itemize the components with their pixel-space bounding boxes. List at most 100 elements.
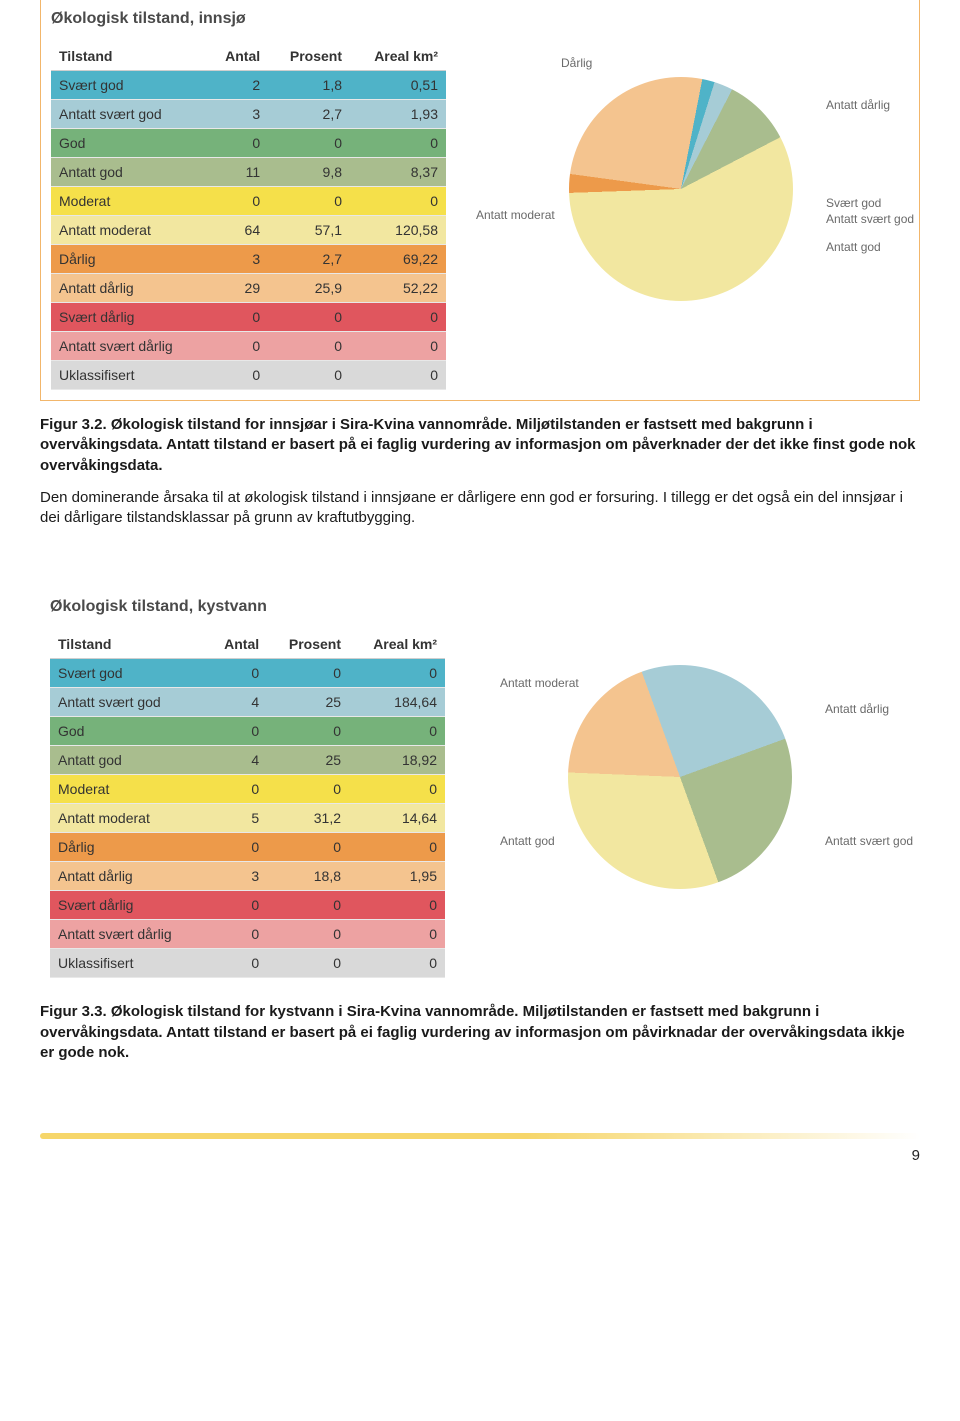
cell-areal: 0 [349,717,445,746]
figure-caption-3-3: Figur 3.3. Økologisk tilstand for kystva… [40,1002,920,1063]
pie-label: Antatt god [826,240,881,254]
pie-label: Antatt dårlig [825,702,889,716]
cell-antal: 0 [206,949,267,978]
pie-label: Antatt svært god [825,834,913,848]
cell-antal: 5 [206,804,267,833]
cell-antal: 4 [206,746,267,775]
cell-antal: 0 [207,187,268,216]
panel-title-kystvann: Økologisk tilstand, kystvann [50,598,910,616]
table-row: Dårlig32,769,22 [51,245,446,274]
cell-antal: 64 [207,216,268,245]
cell-label: Antatt moderat [51,216,207,245]
cell-prosent: 0 [267,891,349,920]
cell-label: Dårlig [50,833,206,862]
table-row: Svært dårlig000 [51,303,446,332]
cell-prosent: 25,9 [268,274,350,303]
cell-label: Antatt dårlig [51,274,207,303]
cell-prosent: 2,7 [268,100,350,129]
table-row: Dårlig000 [50,833,445,862]
cell-antal: 0 [207,361,268,390]
col-antal: Antal [207,42,268,71]
cell-label: Dårlig [51,245,207,274]
cell-prosent: 9,8 [268,158,350,187]
cell-antal: 0 [207,303,268,332]
cell-antal: 3 [206,862,267,891]
table-row: Uklassifisert000 [50,949,445,978]
cell-antal: 0 [206,659,267,688]
cell-areal: 0 [350,361,446,390]
cell-label: Antatt svært dårlig [51,332,207,361]
cell-antal: 0 [206,833,267,862]
footer-strip [40,1133,920,1139]
cell-label: Antatt moderat [50,804,206,833]
table-header-row: Tilstand Antal Prosent Areal km² [51,42,446,71]
cell-label: Uklassifisert [50,949,206,978]
cell-areal: 0 [350,129,446,158]
cell-prosent: 57,1 [268,216,350,245]
pie-label: Dårlig [561,56,592,70]
table-row: Antatt dårlig318,81,95 [50,862,445,891]
cell-label: God [51,129,207,158]
col-areal: Areal km² [350,42,446,71]
cell-areal: 0,51 [350,71,446,100]
cell-label: Uklassifisert [51,361,207,390]
table-row: Svært dårlig000 [50,891,445,920]
cell-label: Svært god [50,659,206,688]
table-row: Svært god21,80,51 [51,71,446,100]
col-antal: Antal [206,630,267,659]
cell-antal: 0 [206,891,267,920]
pie-label: Antatt dårlig [826,98,890,112]
cell-antal: 0 [207,129,268,158]
cell-areal: 0 [350,332,446,361]
cell-areal: 69,22 [350,245,446,274]
cell-label: Svært dårlig [51,303,207,332]
panel-kystvann: Økologisk tilstand, kystvann Tilstand An… [40,588,920,988]
cell-antal: 0 [207,332,268,361]
table-row: Antatt svært god32,71,93 [51,100,446,129]
pie-label: Antatt god [500,834,555,848]
cell-areal: 52,22 [350,274,446,303]
cell-label: Antatt svært dårlig [50,920,206,949]
cell-label: Antatt dårlig [50,862,206,891]
page-number: 9 [40,1147,920,1164]
cell-areal: 0 [349,775,445,804]
pie-label: Antatt svært god [826,212,914,226]
cell-prosent: 18,8 [267,862,349,891]
cell-areal: 1,93 [350,100,446,129]
table-row: Moderat000 [51,187,446,216]
cell-prosent: 0 [268,303,350,332]
cell-label: God [50,717,206,746]
col-areal: Areal km² [349,630,445,659]
cell-antal: 0 [206,717,267,746]
table-row: Antatt dårlig2925,952,22 [51,274,446,303]
cell-label: Antatt svært god [50,688,206,717]
cell-prosent: 0 [268,361,350,390]
table-row: Antatt moderat6457,1120,58 [51,216,446,245]
cell-antal: 0 [206,920,267,949]
cell-areal: 0 [349,833,445,862]
cell-areal: 0 [349,891,445,920]
cell-prosent: 2,7 [268,245,350,274]
cell-label: Moderat [50,775,206,804]
table-row: Antatt god42518,92 [50,746,445,775]
table-row: Uklassifisert000 [51,361,446,390]
cell-areal: 0 [350,303,446,332]
cell-prosent: 0 [267,775,349,804]
panel-title-innsjo: Økologisk tilstand, innsjø [51,10,909,28]
table-innsjo: Tilstand Antal Prosent Areal km² Svært g… [51,42,446,390]
cell-antal: 3 [207,245,268,274]
cell-prosent: 0 [267,949,349,978]
table-row: Antatt svært god425184,64 [50,688,445,717]
cell-antal: 29 [207,274,268,303]
table-row: Antatt god119,88,37 [51,158,446,187]
col-prosent: Prosent [268,42,350,71]
table-row: Antatt svært dårlig000 [51,332,446,361]
col-tilstand: Tilstand [50,630,206,659]
piechart-kystvann: Antatt moderatAntatt dårligAntatt godAnt… [475,644,905,924]
cell-prosent: 0 [267,833,349,862]
cell-areal: 18,92 [349,746,445,775]
table-row: God000 [50,717,445,746]
pie-label: Antatt moderat [500,676,579,690]
cell-antal: 2 [207,71,268,100]
cell-areal: 1,95 [349,862,445,891]
